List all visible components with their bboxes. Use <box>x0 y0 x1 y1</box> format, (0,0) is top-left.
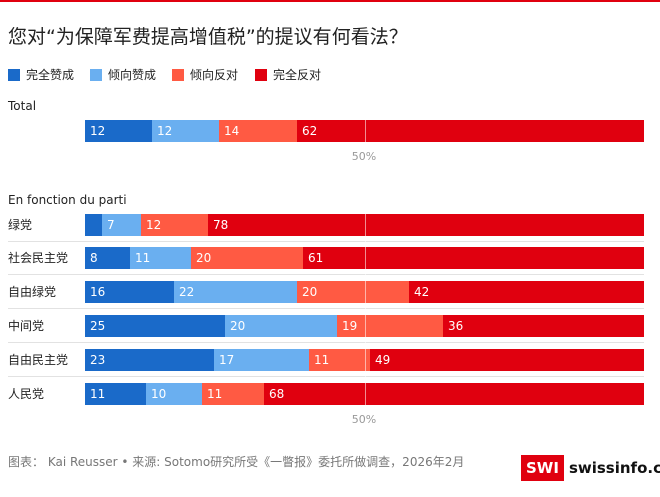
legend-label: 倾向赞成 <box>108 68 157 82</box>
legend-swatch <box>90 68 102 81</box>
data-label: 78 <box>213 218 229 232</box>
legend-label: 完全反对 <box>273 68 322 82</box>
top-accent-line <box>0 0 660 2</box>
segment-lean-favor <box>214 349 309 371</box>
data-label: 16 <box>90 285 106 299</box>
data-label: 10 <box>151 387 167 401</box>
row-separator <box>8 376 644 377</box>
legend-swatch <box>255 68 267 81</box>
chart-title: 您对“为保障军费提高增值税”的提议有何看法？ <box>8 26 408 48</box>
legend-swatch <box>172 68 184 81</box>
data-label: 20 <box>230 319 246 333</box>
row-label-centre: 中间党 <box>8 319 45 333</box>
bar-sp: 8 11 20 61 <box>85 247 644 269</box>
segment-lean-oppose <box>191 247 303 269</box>
segment-strongly-oppose <box>409 281 644 303</box>
segment-lean-oppose <box>297 281 409 303</box>
segment-strongly-oppose <box>208 214 644 236</box>
segment-lean-favor <box>225 315 337 337</box>
segment-lean-favor <box>152 120 219 142</box>
bar-greens: 7 12 78 <box>85 214 644 236</box>
row-label-svp: 人民党 <box>8 387 45 401</box>
segment-strongly-favor <box>85 349 214 371</box>
data-label: 62 <box>302 124 318 138</box>
legend-label: 完全赞成 <box>26 68 75 82</box>
data-label: 20 <box>196 251 212 265</box>
brand-logo-text: swissinfo.ch <box>568 459 660 477</box>
bar-svp: 11 10 11 68 <box>85 383 644 405</box>
row-separator <box>8 241 644 242</box>
group-label-party: En fonction du parti <box>8 193 127 207</box>
segment-lean-oppose <box>219 120 297 142</box>
data-label: 12 <box>146 218 162 232</box>
segment-strongly-favor <box>85 214 102 236</box>
data-label: 23 <box>90 353 106 367</box>
data-label: 42 <box>414 285 430 299</box>
row-separator <box>8 342 644 343</box>
segment-strongly-oppose <box>443 315 644 337</box>
row-label-fdp: 自由民主党 <box>8 353 69 367</box>
segment-strongly-oppose <box>297 120 644 142</box>
midline-label-party: 50% <box>351 413 377 426</box>
data-label: 8 <box>90 251 98 265</box>
data-label: 19 <box>342 319 358 333</box>
midline <box>365 214 366 405</box>
segment-strongly-oppose <box>264 383 644 405</box>
legend-item-strongly-favor: 完全赞成 <box>8 66 74 83</box>
data-label: 61 <box>308 251 324 265</box>
data-label: 68 <box>269 387 285 401</box>
brand-logo-box: SWI <box>521 455 564 481</box>
legend-swatch <box>8 68 20 81</box>
data-label: 36 <box>448 319 464 333</box>
bar-centre: 25 20 19 36 <box>85 315 644 337</box>
legend-item-strongly-oppose: 完全反对 <box>255 66 321 83</box>
segment-strongly-favor <box>85 120 152 142</box>
data-label: 12 <box>157 124 173 138</box>
data-label: 7 <box>107 218 115 232</box>
segment-lean-favor <box>146 383 202 405</box>
segment-lean-favor <box>130 247 191 269</box>
data-label: 11 <box>207 387 223 401</box>
segment-lean-oppose <box>337 315 443 337</box>
bar-glp: 16 22 20 42 <box>85 281 644 303</box>
segment-lean-favor <box>174 281 297 303</box>
row-label-sp: 社会民主党 <box>8 251 69 265</box>
data-label: 11 <box>135 251 151 265</box>
data-label: 25 <box>90 319 106 333</box>
segment-strongly-favor <box>85 281 174 303</box>
segment-strongly-favor <box>85 383 146 405</box>
footer-source: 图表： Kai Reusser • 来源: Sotomo研究所受《一瞥报》委托所… <box>8 455 465 469</box>
data-label: 14 <box>224 124 240 138</box>
segment-lean-oppose <box>309 349 370 371</box>
data-label: 12 <box>90 124 106 138</box>
legend-item-lean-oppose: 倾向反对 <box>172 66 238 83</box>
row-label-glp: 自由绿党 <box>8 285 57 299</box>
brand-logo: SWI swissinfo.ch <box>521 454 660 482</box>
segment-strongly-favor <box>85 247 130 269</box>
bar-fdp: 23 17 11 49 <box>85 349 644 371</box>
group-label-total: Total <box>8 99 37 113</box>
segment-strongly-oppose <box>370 349 644 371</box>
data-label: 49 <box>375 353 391 367</box>
legend-label: 倾向反对 <box>190 68 239 82</box>
data-label: 17 <box>219 353 235 367</box>
segment-lean-favor <box>102 214 141 236</box>
segment-lean-oppose <box>141 214 208 236</box>
row-separator <box>8 308 644 309</box>
data-label: 22 <box>179 285 195 299</box>
data-label: 20 <box>302 285 318 299</box>
segment-strongly-favor <box>85 315 225 337</box>
bar-total: 12 12 14 62 <box>85 120 644 142</box>
data-label: 11 <box>314 353 330 367</box>
segment-strongly-oppose <box>303 247 644 269</box>
midline <box>365 120 366 142</box>
segment-lean-oppose <box>202 383 264 405</box>
row-separator <box>8 274 644 275</box>
midline-label-total: 50% <box>351 150 377 163</box>
legend-item-lean-favor: 倾向赞成 <box>90 66 156 83</box>
row-label-greens: 绿党 <box>8 218 33 232</box>
data-label: 11 <box>90 387 106 401</box>
